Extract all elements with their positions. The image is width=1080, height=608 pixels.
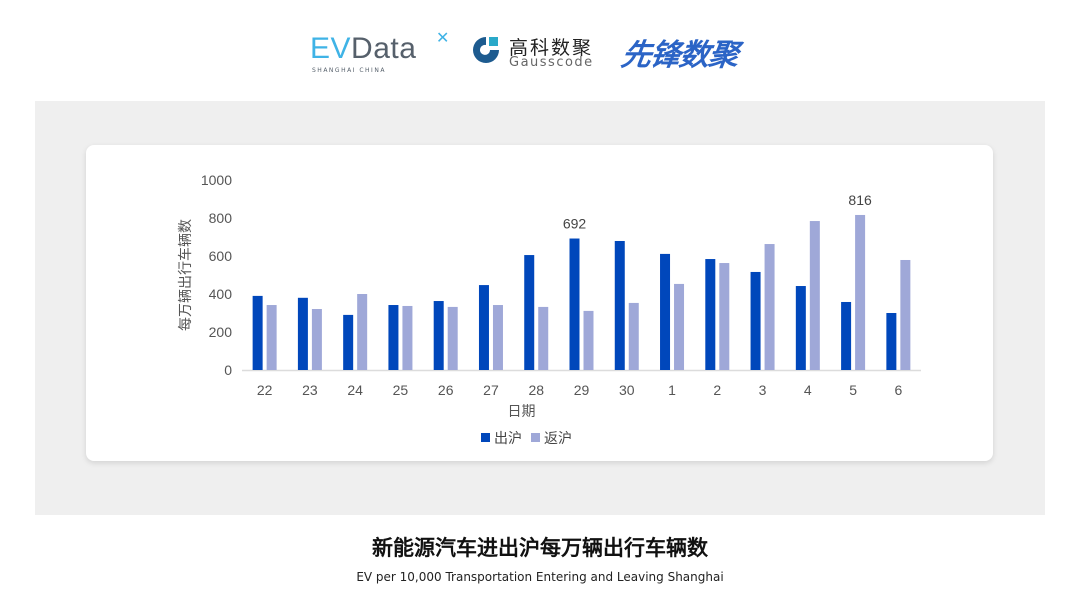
footer-title: 新能源汽车进出沪每万辆出行车辆数 bbox=[372, 536, 708, 560]
x-tick-label: 23 bbox=[302, 382, 318, 398]
x-tick-label: 24 bbox=[347, 382, 363, 398]
y-axis-title: 每万辆出行车辆数 bbox=[177, 219, 194, 331]
bar-outbound bbox=[614, 240, 625, 370]
bar-outbound bbox=[252, 295, 263, 370]
data-label: 816 bbox=[848, 192, 872, 208]
data-label: 692 bbox=[563, 216, 587, 232]
x-tick-label: 30 bbox=[619, 382, 635, 398]
bar-outbound bbox=[478, 285, 489, 370]
y-tick-label: 400 bbox=[209, 286, 233, 302]
x-axis-title: 日期 bbox=[508, 404, 536, 420]
bar-outbound bbox=[841, 301, 852, 370]
bar-return bbox=[538, 306, 549, 370]
y-tick-label: 600 bbox=[209, 248, 233, 264]
bar-outbound bbox=[524, 255, 535, 370]
bar-outbound bbox=[660, 253, 671, 370]
x-tick-label: 1 bbox=[668, 382, 676, 398]
x-tick-label: 22 bbox=[257, 382, 273, 398]
evdata-x-mark: ✕ bbox=[436, 28, 450, 47]
x-tick-label: 5 bbox=[849, 382, 857, 398]
bar-return bbox=[719, 263, 730, 370]
footer-subtitle: EV per 10,000 Transportation Entering an… bbox=[356, 570, 724, 584]
bar-return bbox=[764, 244, 775, 370]
legend-label: 返沪 bbox=[544, 431, 572, 447]
x-tick-label: 29 bbox=[574, 382, 590, 398]
bar-return bbox=[266, 305, 277, 370]
x-tick-label: 28 bbox=[528, 382, 544, 398]
bar-outbound bbox=[297, 297, 308, 370]
bar-return bbox=[311, 309, 322, 370]
y-tick-label: 800 bbox=[209, 210, 233, 226]
bar-return bbox=[492, 305, 503, 370]
bar-outbound bbox=[886, 313, 897, 370]
x-tick-label: 25 bbox=[393, 382, 409, 398]
gausscode-logo-en: Gausscode bbox=[509, 55, 594, 70]
legend-label: 出沪 bbox=[494, 431, 522, 447]
bar-return bbox=[402, 305, 413, 370]
bar-return bbox=[357, 294, 368, 370]
bar-return bbox=[628, 302, 639, 370]
bar-return bbox=[855, 214, 866, 370]
bar-return bbox=[674, 283, 685, 370]
y-tick-label: 1000 bbox=[201, 172, 232, 188]
y-tick-label: 0 bbox=[224, 362, 232, 378]
bar-outbound bbox=[705, 259, 716, 370]
logo-bar: EVData ✕ SHANGHAI CHINA 高科数聚 Gausscode 先… bbox=[0, 26, 1080, 76]
bar-outbound bbox=[569, 238, 580, 370]
bar-return bbox=[809, 221, 820, 370]
bar-return bbox=[900, 259, 911, 370]
bar-return bbox=[447, 306, 458, 370]
legend-swatch bbox=[481, 433, 490, 442]
bar-outbound bbox=[388, 305, 399, 370]
gausscode-logo-cn: 高科数聚 bbox=[509, 37, 594, 59]
x-tick-label: 2 bbox=[713, 382, 721, 398]
x-tick-label: 27 bbox=[483, 382, 499, 398]
x-tick-label: 26 bbox=[438, 382, 454, 398]
bar-outbound bbox=[433, 301, 444, 370]
x-tick-label: 6 bbox=[894, 382, 902, 398]
gausscode-logo-icon bbox=[473, 37, 499, 63]
evdata-logo-sub: SHANGHAI CHINA bbox=[312, 67, 386, 74]
legend-swatch bbox=[531, 433, 540, 442]
bar-return bbox=[583, 310, 594, 370]
x-tick-label: 4 bbox=[804, 382, 812, 398]
bar-outbound bbox=[795, 286, 806, 370]
bar-outbound bbox=[750, 271, 761, 370]
y-tick-label: 200 bbox=[209, 324, 233, 340]
evdata-logo: EVData bbox=[310, 32, 417, 65]
x-tick-label: 3 bbox=[759, 382, 767, 398]
bar-outbound bbox=[343, 314, 354, 370]
